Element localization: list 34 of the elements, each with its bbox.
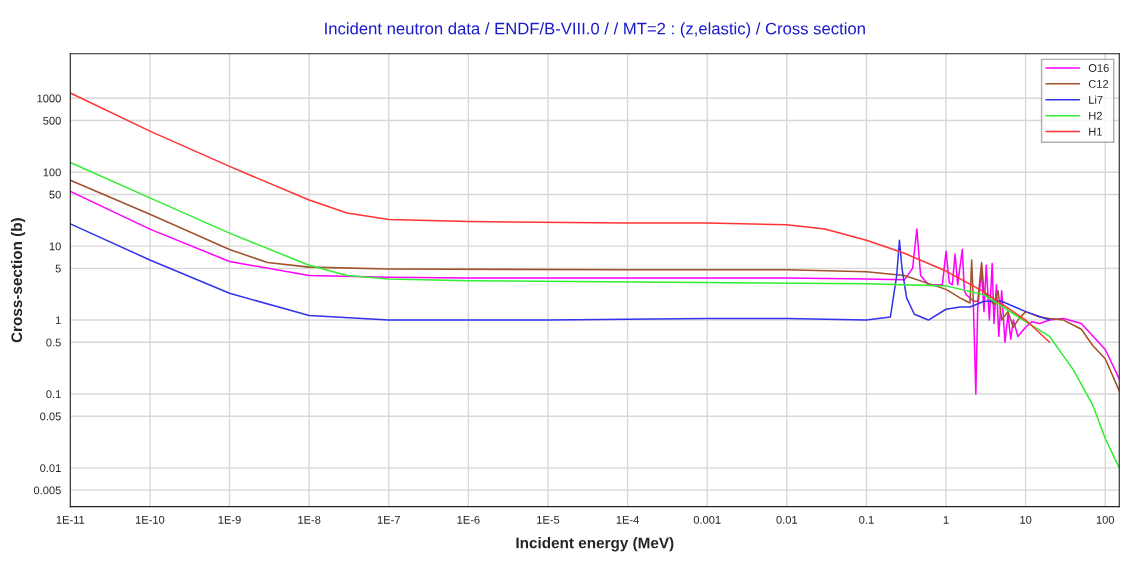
x-tick-label: 0.1 xyxy=(859,515,874,524)
chart-title: Incident neutron data / ENDF/B-VIII.0 / / MT=2 : (z,elastic) / Cross section xyxy=(325,22,865,38)
legend-label: H2 xyxy=(1089,111,1102,120)
x-tick-label: 1E-7 xyxy=(377,516,400,524)
x-tick-label: 1E-4 xyxy=(616,516,639,524)
x-tick-label: 1E-8 xyxy=(298,515,321,524)
x-tick-label: 1E-10 xyxy=(135,515,165,524)
y-tick-label: 1 xyxy=(55,316,61,325)
y-tick-label: 0.5 xyxy=(46,338,61,347)
y-tick-label: 50 xyxy=(49,190,61,199)
y-axis-title: Cross-section (b) xyxy=(10,218,26,343)
x-axis-title: Incident energy (MeV) xyxy=(516,537,674,552)
y-tick-label: 0.005 xyxy=(33,486,61,495)
x-tick-label: 1E-6 xyxy=(457,515,480,524)
y-tick-label: 0.01 xyxy=(40,464,61,473)
x-tick-label: 0.01 xyxy=(776,515,798,524)
x-tick-label: 1 xyxy=(943,516,949,524)
x-tick-label: 1E-5 xyxy=(537,516,560,524)
legend-label: O16 xyxy=(1088,64,1109,72)
legend-label: H1 xyxy=(1089,127,1102,136)
y-tick-label: 100 xyxy=(43,168,61,177)
x-tick-label: 100 xyxy=(1096,515,1115,524)
y-tick-label: 500 xyxy=(43,116,61,125)
x-tick-label: 0.001 xyxy=(693,515,721,524)
x-tick-label: 1E-9 xyxy=(218,515,241,524)
y-tick-label: 0.1 xyxy=(46,390,61,399)
y-tick-label: 1000 xyxy=(37,94,61,103)
y-tick-label: 5 xyxy=(55,264,61,273)
x-tick-label: 10 xyxy=(1020,515,1032,524)
legend-label: Li7 xyxy=(1089,95,1103,104)
x-tick-label: 1E-11 xyxy=(56,516,85,524)
y-tick-label: 10 xyxy=(49,242,61,251)
y-tick-label: 0.05 xyxy=(40,412,61,421)
legend-label: C12 xyxy=(1088,79,1109,88)
